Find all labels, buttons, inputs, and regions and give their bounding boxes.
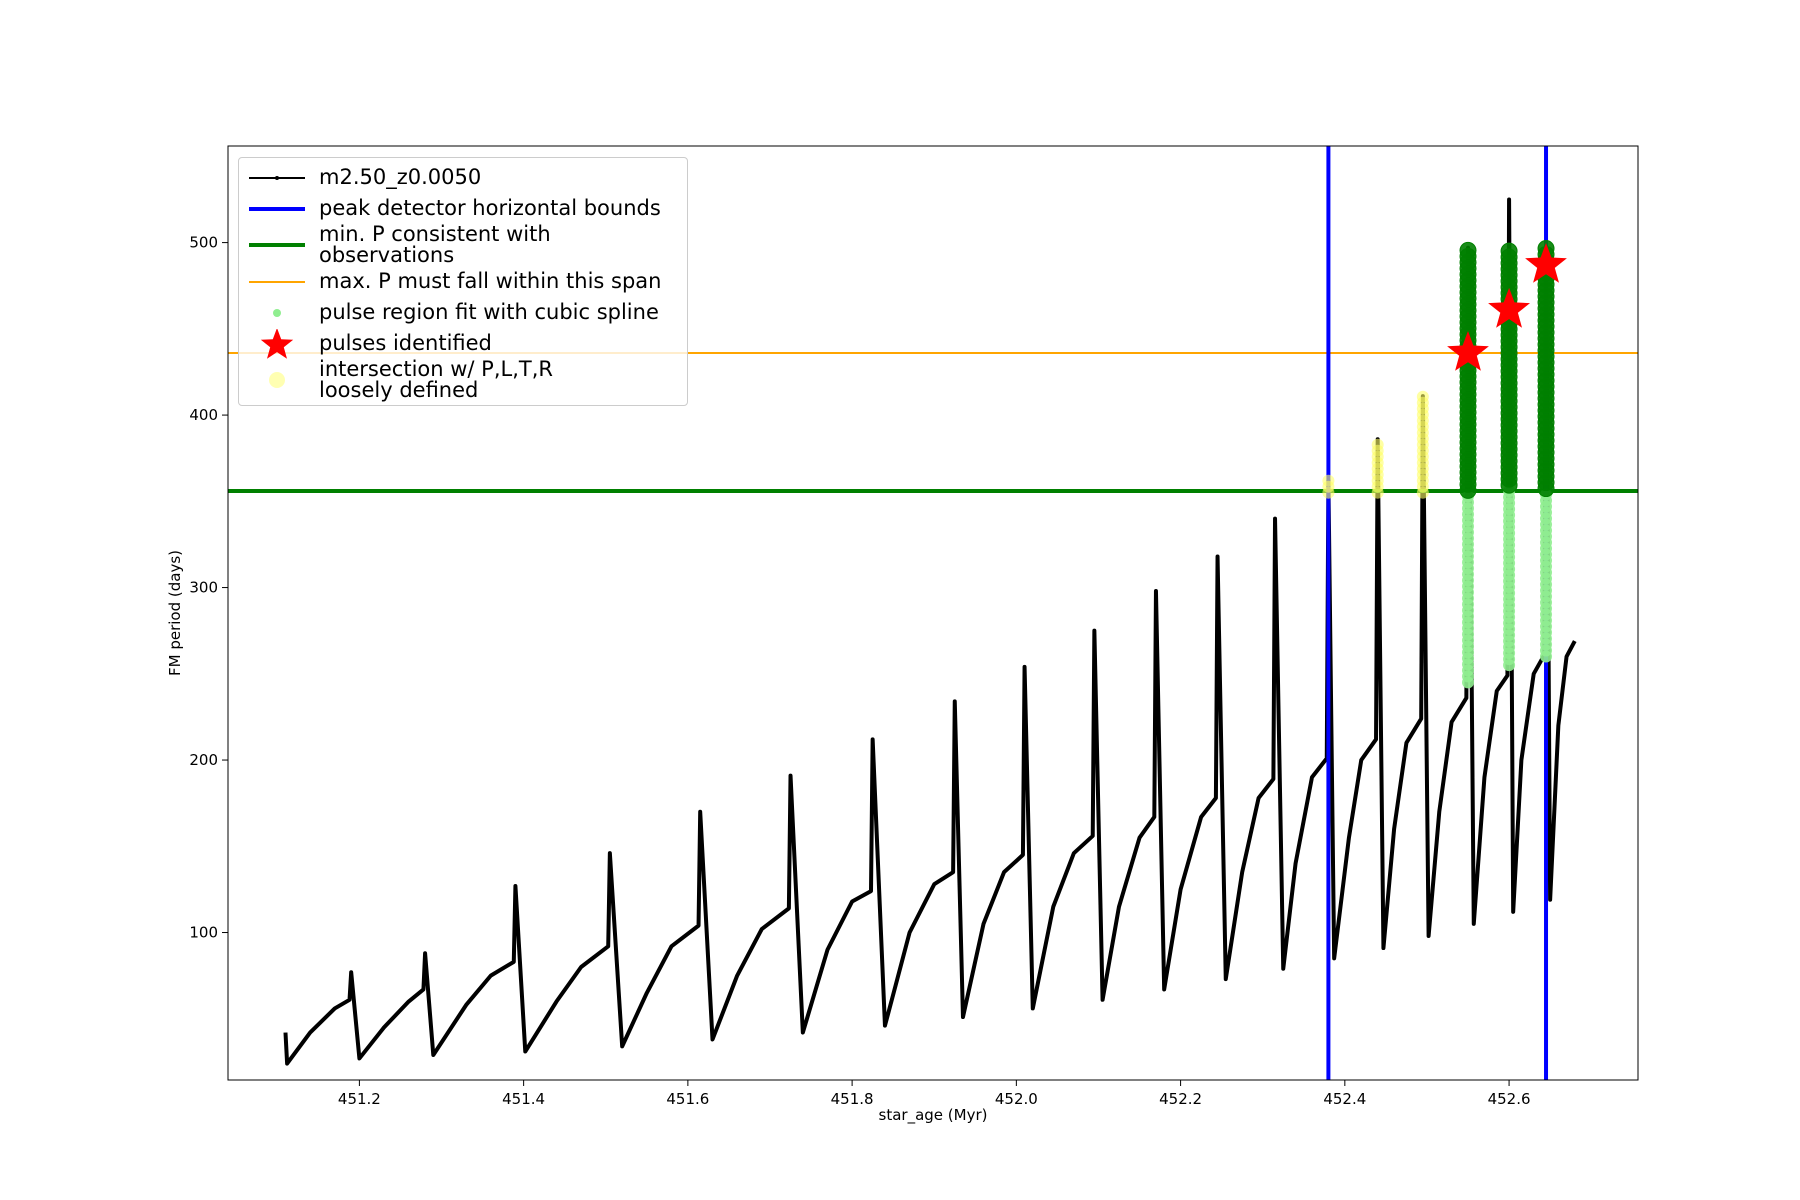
legend-entry: pulses identified bbox=[239, 328, 687, 359]
legend-label: pulse region fit with cubic spline bbox=[319, 300, 659, 324]
scatter-point bbox=[1416, 390, 1429, 403]
data-line bbox=[283, 197, 1577, 1066]
plot-area bbox=[228, 146, 1638, 1080]
x-tick-label: 451.6 bbox=[666, 1090, 709, 1108]
legend-label: pulses identified bbox=[319, 331, 492, 355]
x-tick-label: 452.4 bbox=[1323, 1090, 1366, 1108]
scatter-point bbox=[1371, 438, 1384, 451]
y-tick-label: 200 bbox=[189, 751, 218, 769]
legend-entry: peak detector horizontal bounds bbox=[239, 193, 687, 224]
scatter-point bbox=[1322, 474, 1335, 487]
x-axis-label: star_age (Myr) bbox=[879, 1106, 988, 1125]
legend-handle bbox=[260, 328, 294, 359]
legend-swatch bbox=[273, 308, 281, 317]
legend-entry: pulse region fit with cubic spline bbox=[239, 297, 687, 328]
y-tick-label: 500 bbox=[189, 234, 218, 252]
x-tick-label: 451.2 bbox=[338, 1090, 381, 1108]
legend-label: max. P must fall within this span bbox=[319, 269, 662, 293]
x-tick-label: 451.4 bbox=[502, 1090, 545, 1108]
legend-entry: min. P consistent with observations bbox=[239, 224, 687, 266]
y-tick-label: 400 bbox=[189, 406, 218, 424]
legend-label: min. P consistent with observations bbox=[319, 222, 551, 267]
x-tick-label: 452.6 bbox=[1488, 1090, 1531, 1108]
legend-swatch bbox=[260, 328, 294, 359]
x-tick-label: 452.2 bbox=[1159, 1090, 1202, 1108]
legend-label: peak detector horizontal bounds bbox=[319, 196, 661, 220]
scatter-point bbox=[1459, 241, 1477, 259]
y-tick-label: 100 bbox=[189, 924, 218, 942]
pulse-star bbox=[1488, 287, 1530, 328]
legend-handle bbox=[249, 243, 305, 247]
y-axis-label: FM period (days) bbox=[166, 550, 184, 676]
legend-label: intersection w/ P,L,T,R loosely defined bbox=[319, 357, 553, 402]
scatter-point bbox=[1500, 242, 1518, 260]
pulse-star bbox=[1447, 331, 1489, 371]
legend-handle bbox=[249, 175, 305, 180]
legend-handle bbox=[273, 308, 281, 317]
y-tick-label: 300 bbox=[189, 579, 218, 597]
plot-frame bbox=[227, 145, 1639, 1081]
legend-entry: intersection w/ P,L,T,R loosely defined bbox=[239, 359, 687, 401]
legend-swatch bbox=[269, 372, 285, 388]
x-tick-label: 451.8 bbox=[831, 1090, 874, 1108]
legend-entry: m2.50_z0.0050 bbox=[239, 162, 687, 193]
legend-entry: max. P must fall within this span bbox=[239, 266, 687, 297]
legend-swatch bbox=[275, 175, 279, 180]
x-tick-label: 452.0 bbox=[995, 1090, 1038, 1108]
legend-handle bbox=[249, 280, 305, 283]
legend-label: m2.50_z0.0050 bbox=[319, 165, 482, 189]
pulse-star bbox=[1525, 243, 1567, 283]
legend-handle bbox=[269, 372, 285, 388]
legend-handle bbox=[249, 206, 305, 211]
